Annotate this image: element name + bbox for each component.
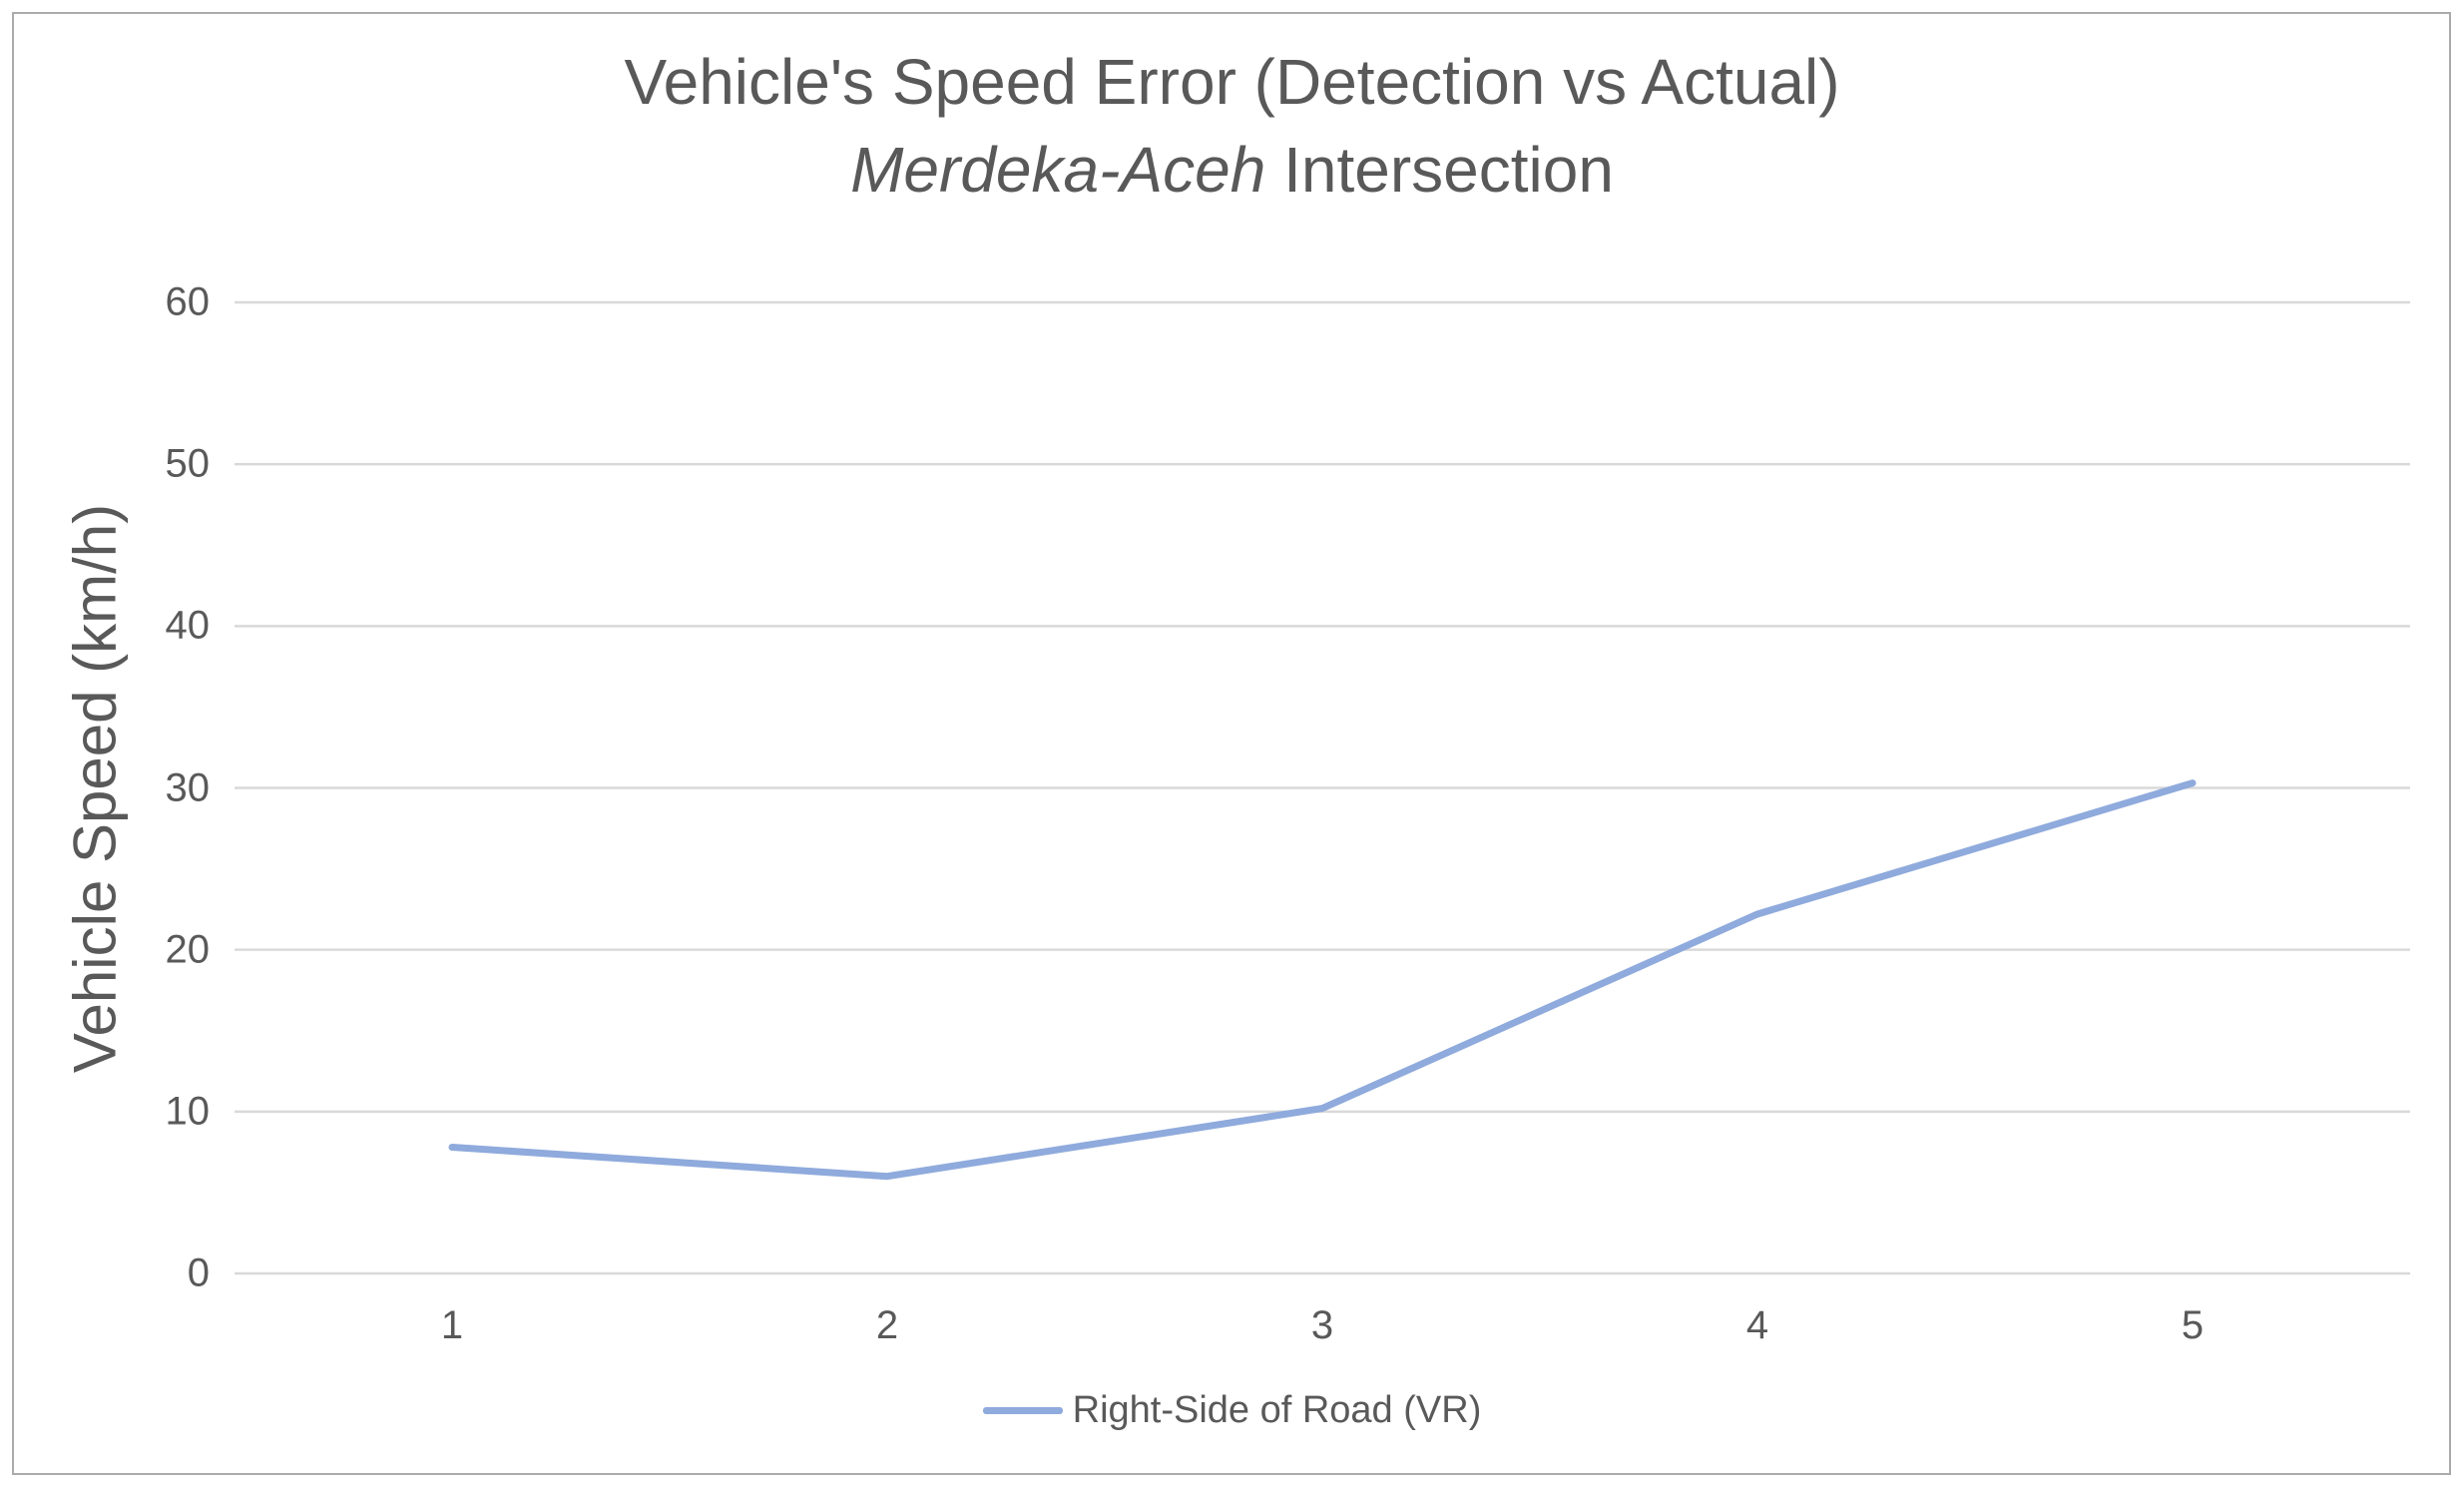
x-tick-label-2: 2 [875,1303,899,1347]
legend-line-swatch [982,1407,1063,1414]
y-tick-label-40: 40 [165,603,211,648]
series-line-right-side-of-road [448,779,2197,1181]
chart-subtitle: Merdeka-Aceh Intersection [0,126,2464,214]
chart-subtitle-regular-part: Intersection [1265,134,1614,207]
legend-series-label: Right-Side of Road (VR) [1072,1389,1482,1431]
x-tick-label-5: 5 [2181,1303,2205,1347]
y-tick-label-30: 30 [165,765,211,809]
gridlines-group [235,300,2410,1275]
chart-title: Vehicle's Speed Error (Detection vs Actu… [624,46,1840,118]
y-tick-label-20: 20 [165,927,211,972]
y-tick-label-10: 10 [165,1089,211,1134]
y-tick-label-50: 50 [165,441,211,486]
legend: Right-Side of Road (VR) [0,1389,2464,1432]
y-tick-label-0: 0 [187,1250,210,1295]
x-tick-label-1: 1 [440,1303,464,1347]
x-tick-label-3: 3 [1310,1303,1334,1347]
x-tick-label-4: 4 [1745,1303,1769,1347]
y-tick-label-60: 60 [165,279,211,324]
chart-subtitle-italic-part: Merdeka-Aceh [850,134,1266,207]
chart-title-block: Vehicle's Speed Error (Detection vs Actu… [0,38,2464,215]
